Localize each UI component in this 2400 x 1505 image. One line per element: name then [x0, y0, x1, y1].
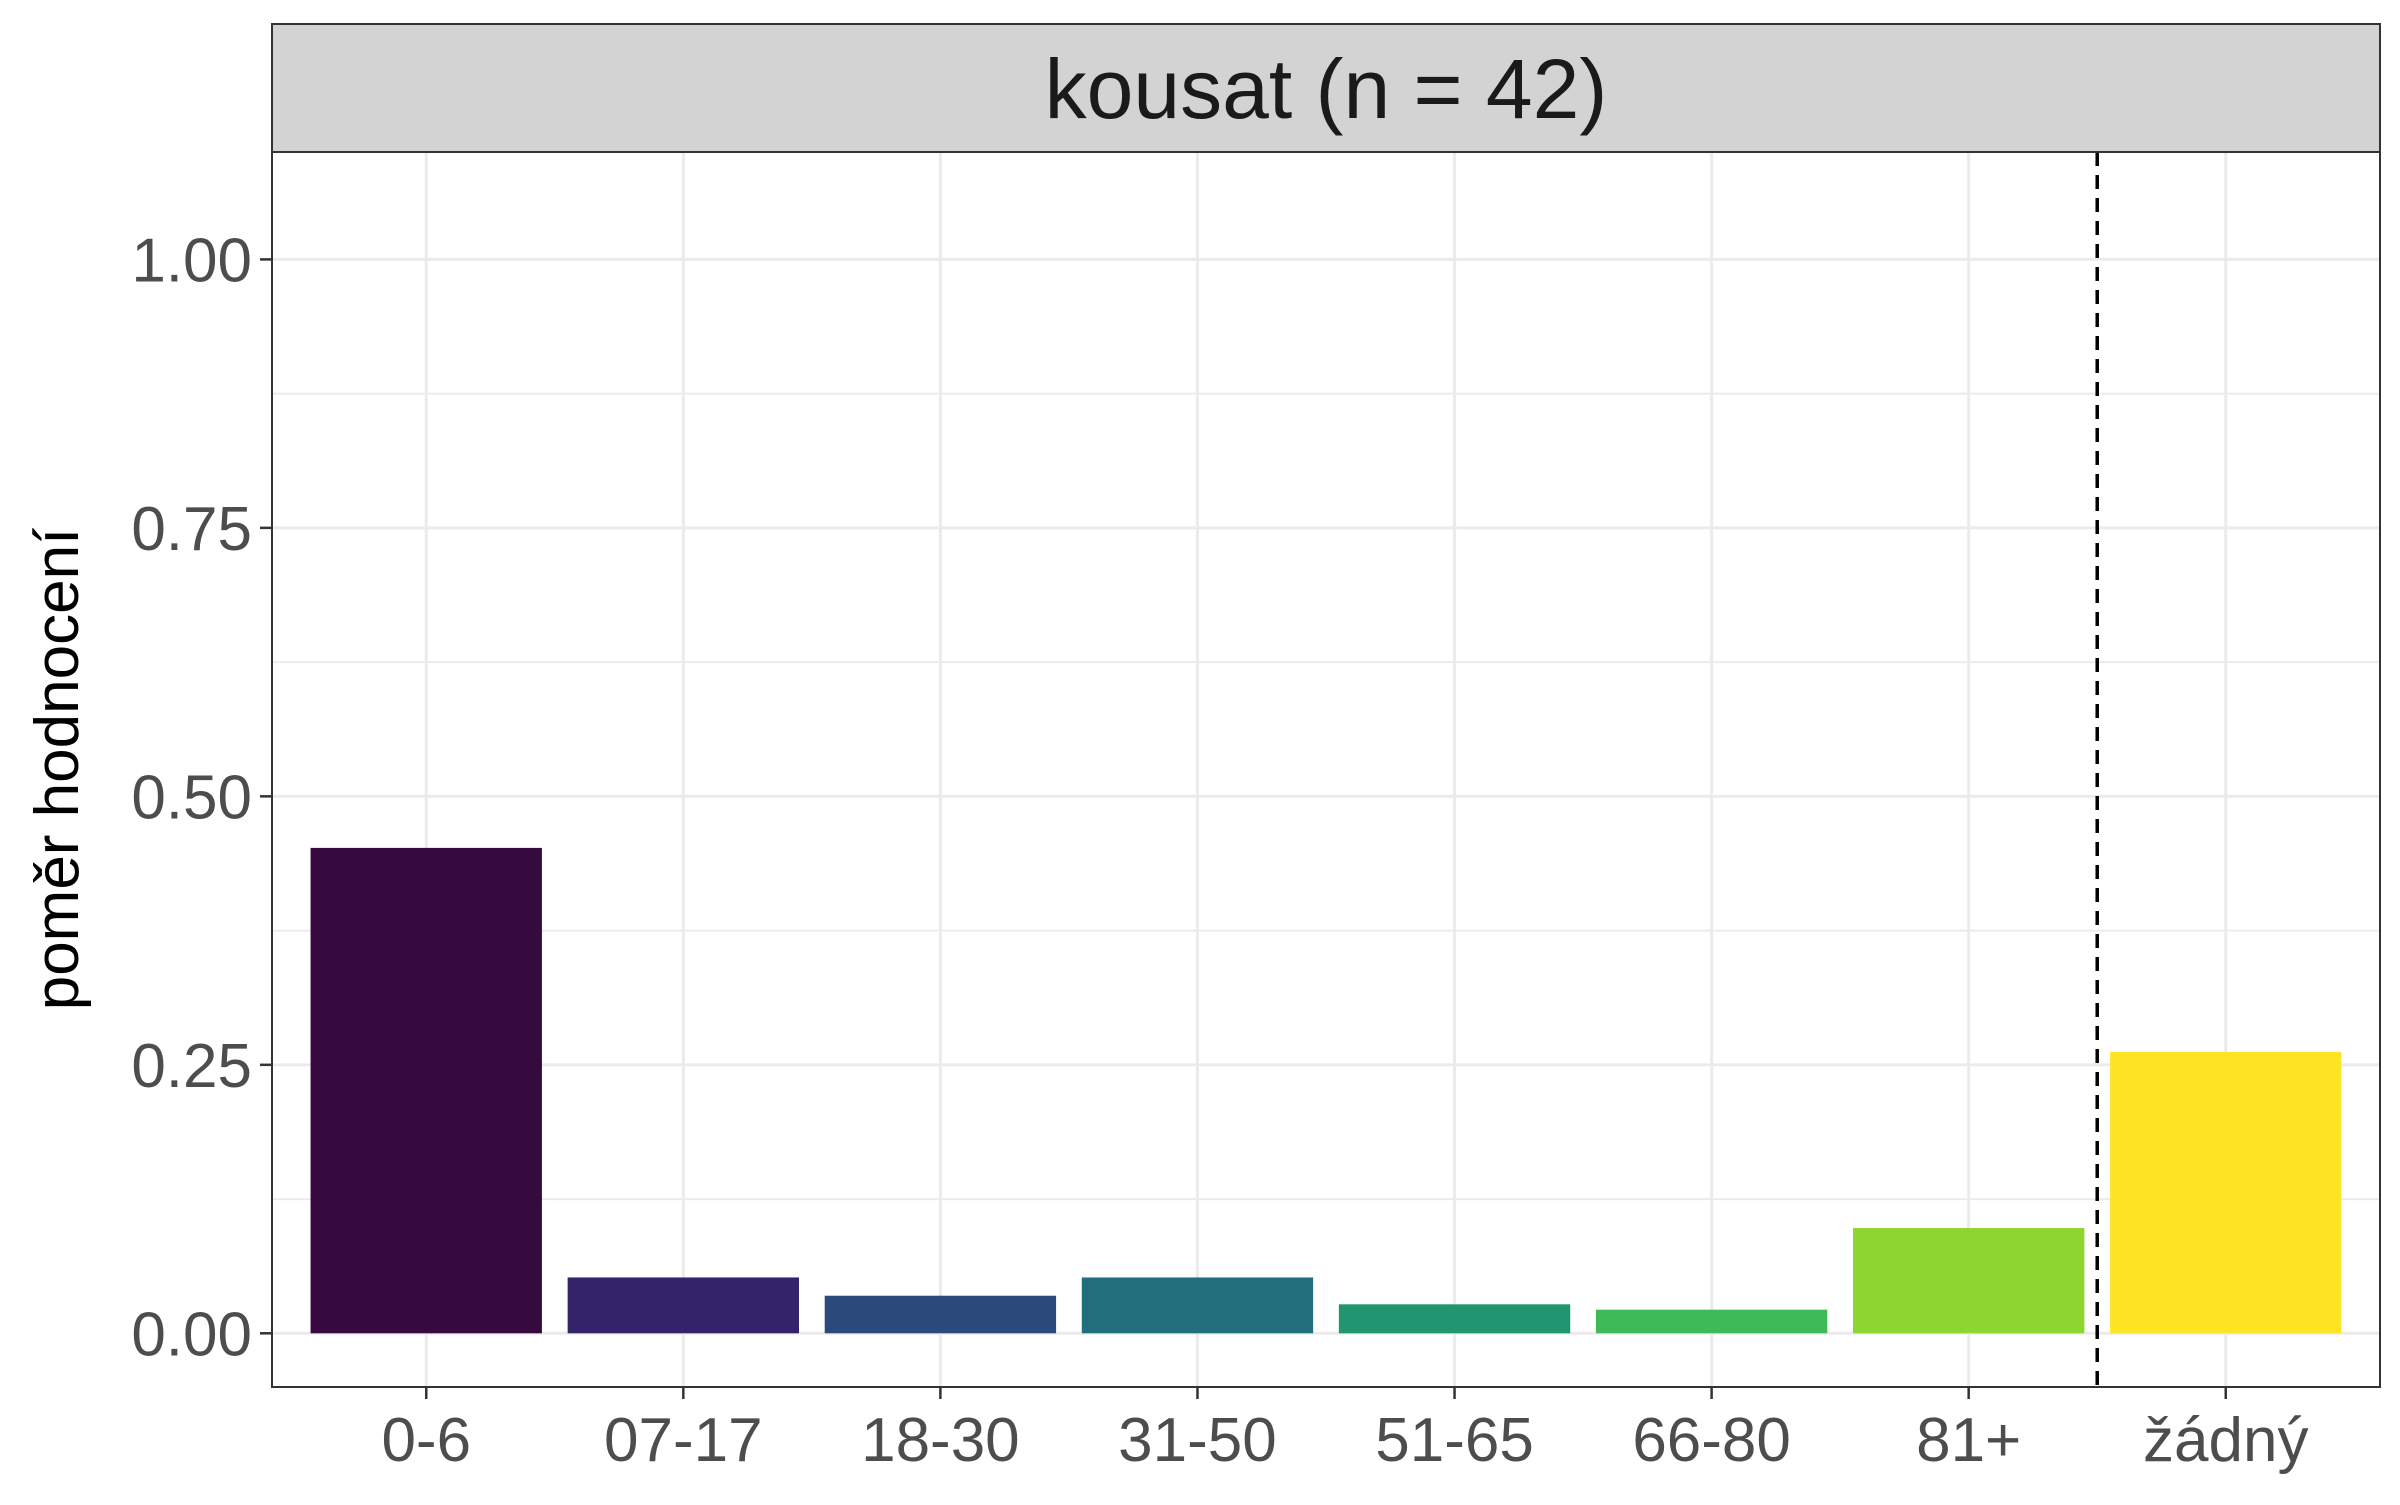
y-tick-label: 0.50	[131, 763, 252, 832]
bar-07-17	[567, 1277, 799, 1334]
x-axis: 0-6 07-17 18-30 31-50 51-65 66-80 81+ žádný	[381, 1387, 2308, 1475]
facet-strip	[271, 23, 2381, 153]
bar-51-65	[1338, 1304, 1571, 1334]
y-axis-title: poměr hodnocení	[23, 528, 92, 1011]
bar-18-30	[824, 1295, 1057, 1334]
y-axis: 0.00 0.25 0.50 0.75 1.00	[131, 226, 272, 1369]
y-tick-label: 0.75	[131, 495, 252, 564]
x-tick-label: 18-30	[861, 1406, 1020, 1475]
plot-background	[272, 152, 2380, 1387]
y-tick-label: 0.00	[131, 1300, 252, 1369]
x-tick-label: 81+	[1916, 1406, 2021, 1475]
bars-layer	[310, 847, 2342, 1334]
bar-žádný	[2110, 1051, 2342, 1334]
grid-layer	[272, 152, 2380, 1387]
x-tick-label: 66-80	[1632, 1406, 1791, 1475]
x-tick-label: žádný	[2143, 1406, 2308, 1475]
x-tick-label: 07-17	[604, 1406, 763, 1475]
x-tick-label: 51-65	[1375, 1406, 1534, 1475]
x-tick-label: 31-50	[1118, 1406, 1277, 1475]
bar-0-6	[310, 847, 542, 1334]
y-tick-label: 0.25	[131, 1032, 252, 1101]
bar-31-50	[1081, 1277, 1314, 1334]
y-tick-label: 1.00	[131, 226, 252, 295]
bar-81+	[1853, 1228, 2085, 1334]
x-tick-label: 0-6	[381, 1406, 471, 1475]
facet-title: kousat (n = 42)	[1045, 42, 1608, 136]
bar-66-80	[1595, 1309, 1828, 1334]
